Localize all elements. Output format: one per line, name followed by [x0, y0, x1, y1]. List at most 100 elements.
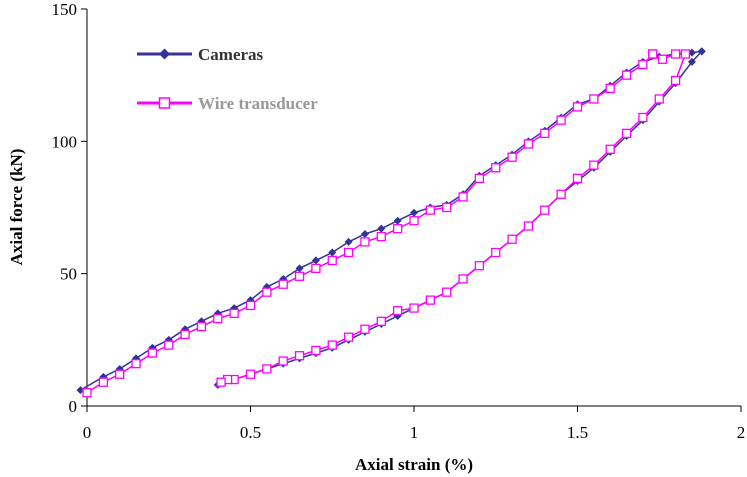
data-point-wire-transducer [572, 102, 583, 112]
x-axis-title: Axial strain (%) [355, 455, 473, 474]
data-point-wire-transducer [540, 205, 550, 215]
ticks: 0 0.5 1 1.5 2 0 50 100 150 [52, 0, 746, 442]
data-point-wire-transducer [507, 234, 517, 244]
data-point-cameras [344, 237, 353, 246]
data-point-wire-transducer [392, 224, 403, 234]
data-point-wire-transducer [491, 163, 501, 173]
data-point-wire-transducer [278, 279, 288, 289]
data-point-wire-transducer [409, 303, 419, 313]
data-point-wire-transducer [262, 364, 272, 374]
legend-marker-cameras [159, 48, 170, 60]
data-point-wire-transducer [621, 128, 632, 139]
x-tick-label: 2 [737, 423, 746, 442]
data-point-wire-transducer [278, 356, 288, 366]
data-point-wire-transducer [131, 359, 141, 369]
data-point-wire-transducer [442, 287, 452, 297]
legend: Cameras Wire transducer [137, 45, 318, 113]
data-point-wire-transducer [648, 49, 658, 59]
data-point-wire-transducer [262, 287, 272, 297]
data-point-wire-transducer [115, 369, 125, 379]
data-point-cameras [687, 57, 696, 66]
data-point-wire-transducer [311, 263, 321, 274]
data-point-wire-transducer [572, 173, 583, 184]
x-tick-label: 0.5 [240, 423, 261, 442]
data-point-wire-transducer [654, 94, 664, 104]
data-point-wire-transducer [605, 144, 615, 154]
series-line-wire-transducer-unloading [220, 53, 687, 383]
legend-marker-wire-transducer [158, 97, 171, 109]
data-point-wire-transducer [294, 351, 305, 361]
series-wire-transducer [82, 49, 691, 398]
data-point-wire-transducer [164, 340, 174, 350]
data-point-wire-transducer [670, 49, 681, 59]
legend-label-cameras: Cameras [198, 45, 264, 64]
data-point-wire-transducer [589, 160, 599, 170]
data-point-wire-transducer [392, 306, 403, 316]
data-point-cameras [377, 224, 386, 233]
data-point-wire-transducer [82, 388, 92, 398]
data-point-wire-transducer [523, 139, 534, 149]
data-point-wire-transducer [147, 348, 158, 358]
data-point-wire-transducer [425, 205, 436, 215]
x-tick-label: 1.5 [567, 423, 588, 442]
data-point-wire-transducer [327, 255, 337, 266]
legend-item-wire-transducer: Wire transducer [137, 94, 318, 113]
data-point-cameras [410, 208, 418, 217]
data-point-wire-transducer [213, 314, 223, 324]
legend-item-cameras: Cameras [137, 45, 264, 64]
data-point-wire-transducer [670, 75, 681, 86]
data-point-wire-transducer [657, 54, 668, 64]
x-tick-label: 0 [83, 423, 92, 442]
data-point-cameras [697, 47, 706, 56]
x-tick-label: 1 [410, 423, 419, 442]
data-point-wire-transducer [589, 94, 599, 104]
data-point-wire-transducer [474, 261, 485, 271]
series-layer [76, 47, 706, 398]
data-point-wire-transducer [196, 321, 207, 332]
data-point-wire-transducer [343, 247, 354, 258]
data-point-wire-transducer [425, 295, 436, 305]
data-point-wire-transducer [229, 308, 239, 319]
data-point-wire-transducer [180, 329, 190, 340]
data-point-wire-transducer [491, 247, 501, 258]
y-tick-label: 100 [52, 132, 78, 151]
data-point-wire-transducer [409, 216, 419, 226]
y-tick-label: 50 [60, 265, 77, 284]
data-point-wire-transducer [311, 345, 321, 356]
data-point-wire-transducer [556, 115, 566, 125]
data-point-wire-transducer [556, 189, 566, 199]
y-tick-label: 150 [52, 0, 78, 19]
data-point-cameras [295, 264, 304, 273]
data-point-wire-transducer [638, 112, 648, 123]
data-point-wire-transducer [376, 316, 386, 326]
data-point-wire-transducer [216, 377, 226, 387]
data-point-wire-transducer [245, 300, 256, 311]
data-point-wire-transducer [621, 70, 632, 80]
data-point-wire-transducer [98, 377, 108, 387]
data-point-wire-transducer [294, 271, 305, 281]
y-axis-title: Axial force (kN) [7, 149, 26, 266]
data-point-wire-transducer [442, 202, 452, 213]
data-point-wire-transducer [638, 59, 648, 70]
data-point-cameras [311, 256, 320, 265]
data-point-wire-transducer [376, 231, 386, 242]
data-point-cameras [393, 216, 402, 225]
data-point-wire-transducer [605, 83, 615, 94]
data-point-wire-transducer [327, 340, 337, 350]
data-point-wire-transducer [360, 324, 370, 334]
data-point-wire-transducer [680, 49, 691, 59]
data-point-cameras [328, 248, 337, 257]
data-point-wire-transducer [343, 332, 354, 342]
data-point-wire-transducer [474, 173, 485, 184]
data-point-wire-transducer [458, 274, 468, 284]
y-tick-label: 0 [69, 397, 78, 416]
data-point-wire-transducer [245, 369, 256, 379]
data-point-wire-transducer [360, 237, 370, 247]
data-point-wire-transducer [507, 152, 517, 162]
legend-label-wire-transducer: Wire transducer [198, 94, 318, 113]
data-point-wire-transducer [523, 221, 534, 231]
data-point-wire-transducer [540, 128, 550, 139]
data-point-wire-transducer [458, 192, 468, 202]
data-point-cameras [360, 229, 369, 238]
